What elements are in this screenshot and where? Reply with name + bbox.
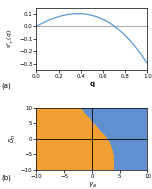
Y-axis label: $s_+^r(q)$: $s_+^r(q)$ xyxy=(6,29,16,48)
Text: (b): (b) xyxy=(2,175,11,181)
Y-axis label: $\delta_n$: $\delta_n$ xyxy=(8,134,18,143)
X-axis label: q: q xyxy=(89,81,95,87)
Text: (a): (a) xyxy=(2,82,11,89)
X-axis label: $\gamma_a$: $\gamma_a$ xyxy=(88,181,96,189)
